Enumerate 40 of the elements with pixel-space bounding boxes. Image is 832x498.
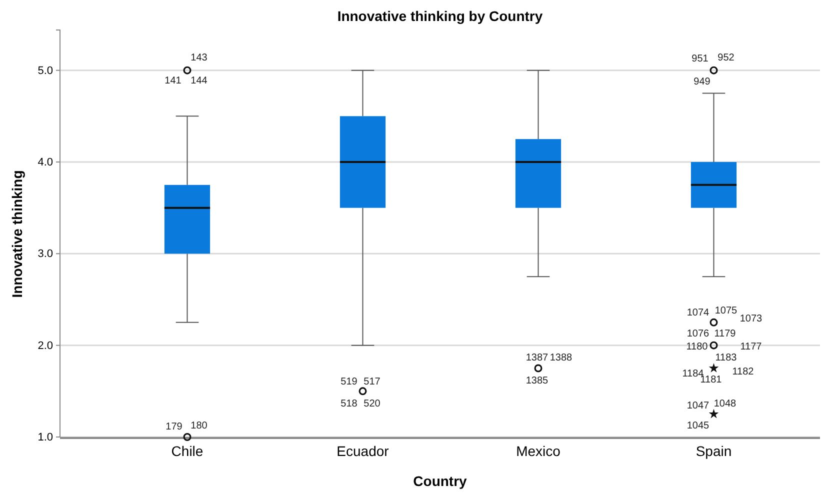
x-axis-title: Country — [413, 473, 468, 489]
y-tick-label: 1.0 — [38, 432, 53, 444]
chart-title: Innovative thinking by Country — [337, 8, 543, 24]
annotation: 1075 — [714, 306, 738, 316]
annotation: 1183 — [715, 352, 738, 364]
annotation: 1182 — [732, 366, 754, 378]
annotation: 1048 — [714, 398, 737, 410]
annotation: 1387 — [526, 352, 549, 364]
annotation: 1177 — [740, 342, 762, 352]
annotation: 520 — [364, 398, 381, 410]
annotation: 952 — [718, 52, 735, 64]
annotation: 518 — [340, 398, 358, 410]
annotation: 1179 — [714, 328, 736, 340]
y-axis-title: Innovative thinking — [9, 170, 25, 298]
annotation: 180 — [190, 420, 208, 432]
y-tick-label: 5.0 — [38, 64, 53, 77]
y-tick-label: 3.0 — [38, 248, 53, 260]
annotation: 179 — [166, 422, 183, 432]
annotation: 1047 — [686, 400, 710, 412]
x-tick-label: Mexico — [516, 442, 561, 459]
annotation: 1385 — [526, 376, 549, 386]
x-tick-label: Chile — [171, 442, 204, 459]
annotation: 951 — [692, 54, 709, 64]
annotation: 141 — [164, 76, 182, 86]
annotation: 1181 — [700, 374, 722, 386]
annotation: 949 — [694, 76, 711, 88]
annotation: 1045 — [686, 420, 710, 432]
annotation: 143 — [190, 52, 208, 64]
y-tick-label: 4.0 — [38, 156, 53, 169]
x-tick-label: Ecuador — [336, 442, 390, 459]
annotation: 1073 — [740, 314, 763, 324]
annotation: 1180 — [686, 342, 708, 352]
annotation: 517 — [364, 376, 381, 388]
x-tick-label: Spain — [696, 442, 732, 459]
annotation: 519 — [340, 376, 358, 388]
annotation: 1388 — [550, 352, 573, 364]
annotation: 1074 — [686, 308, 710, 318]
annotation: 1076 — [686, 328, 710, 340]
annotation: 144 — [190, 76, 208, 86]
y-tick-label: 2.0 — [38, 340, 53, 352]
